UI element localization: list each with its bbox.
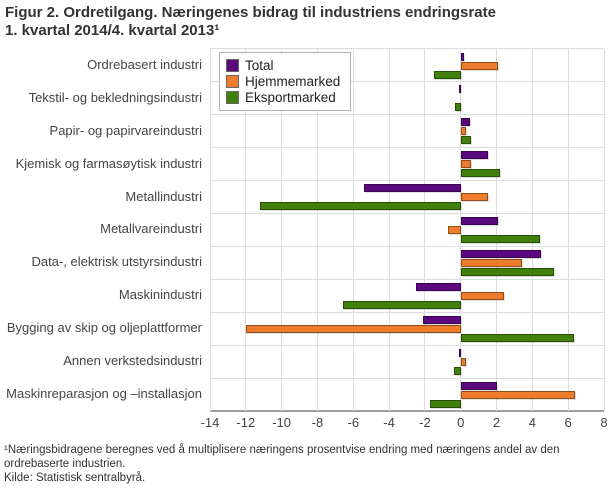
legend-label: Total (245, 57, 274, 73)
bar-eksportmarked (453, 366, 461, 375)
gridline (567, 49, 569, 411)
category-labels: Ordrebasert industri Tekstil- og bekledni… (0, 48, 202, 410)
bar-eksportmarked (433, 70, 461, 79)
gridline (424, 49, 426, 411)
tick-label: 8 (600, 415, 608, 430)
bar-total (460, 118, 470, 127)
legend: Total Hjemmemarked Eksportmarked (219, 52, 352, 111)
bar-eksportmarked (460, 333, 574, 342)
tick-label: -6 (347, 415, 360, 430)
legend-label: Eksportmarked (245, 89, 336, 105)
category-label: Kjemisk og farmasøytisk industri (15, 155, 202, 171)
bar-total (364, 184, 461, 193)
tick-label: 6 (564, 415, 572, 430)
row-separator (210, 114, 604, 116)
bar-total (458, 85, 461, 94)
row-separator (210, 377, 604, 379)
x-axis-ticks: -14 -12 -10 -8 -6 -4 -2 0 2 4 6 8 (201, 415, 608, 431)
tick-label: -8 (311, 415, 324, 430)
legend-swatch-hjemmemarked (226, 74, 239, 88)
gridline (352, 49, 354, 411)
category-label: Metallindustri (125, 188, 202, 204)
footnote: ¹Næringsbidragene beregnes ved å multipl… (4, 443, 604, 485)
tick-label: -12 (236, 415, 256, 430)
row-separator (210, 245, 604, 247)
bar-hjemmemarked (245, 324, 461, 333)
gridline (531, 49, 533, 411)
bar-total (460, 381, 497, 390)
row-separator (210, 147, 604, 149)
row-separator (210, 311, 604, 313)
bar-total (415, 282, 461, 291)
gridline (281, 49, 283, 411)
tick-label: -14 (200, 415, 220, 430)
bar-eksportmarked (455, 103, 461, 112)
legend-item: Total (226, 57, 340, 73)
bar-total (460, 249, 542, 258)
bar-hjemmemarked (460, 291, 504, 300)
bar-hjemmemarked (460, 258, 522, 267)
bar-eksportmarked (260, 202, 461, 211)
bar-total (423, 315, 461, 324)
bar-hjemmemarked (460, 357, 467, 366)
legend-label: Hjemmemarked (245, 73, 341, 89)
gridline (603, 49, 605, 411)
legend-item: Hjemmemarked (226, 73, 340, 89)
tick-label: 0 (457, 415, 465, 430)
figure-title-line1: Figur 2. Ordretilgang. Næringenes bidrag… (5, 4, 496, 21)
bar-total (460, 52, 465, 61)
legend-item: Eksportmarked (226, 89, 340, 105)
category-label: Maskinreparasjon og –installasjon (6, 386, 202, 402)
category-label: Maskinindustri (118, 287, 202, 303)
row-separator (210, 81, 604, 83)
figure-title-line2: 1. kvartal 2014/4. kvartal 2013¹ (5, 22, 220, 39)
bar-hjemmemarked (460, 127, 467, 136)
row-separator (210, 180, 604, 182)
bar-eksportmarked (460, 136, 472, 145)
footnote-line1: ¹Næringsbidragene beregnes ved å multipl… (4, 444, 560, 456)
figure-title: Figur 2. Ordretilgang. Næringenes bidrag… (5, 4, 496, 40)
bar-eksportmarked (460, 235, 540, 244)
row-separator (210, 344, 604, 346)
legend-swatch-eksportmarked (226, 90, 239, 104)
gridline (245, 49, 247, 411)
category-label: Annen verkstedsindustri (63, 353, 202, 369)
bar-total (458, 348, 461, 357)
bar-total (460, 217, 499, 226)
footnote-line2: ordrebaserte industrien. (4, 458, 126, 470)
source-note: Kilde: Statistisk sentralbyrå. (4, 472, 146, 484)
gridline (460, 49, 462, 411)
legend-swatch-total (226, 58, 239, 72)
tick-label: 2 (492, 415, 501, 430)
x-axis-line (210, 410, 604, 412)
row-separator (210, 278, 604, 280)
category-label: Ordrebasert industri (87, 56, 202, 72)
category-label: Bygging av skip og oljeplattformer (6, 320, 202, 336)
tick-label: -4 (383, 415, 395, 430)
tick-label: -2 (419, 415, 431, 430)
gridline (388, 49, 390, 411)
bar-hjemmemarked (460, 390, 576, 399)
row-separator (210, 213, 604, 215)
bar-total (460, 151, 488, 160)
bar-eksportmarked (342, 300, 461, 309)
bar-eksportmarked (460, 267, 554, 276)
tick-label: 4 (528, 415, 536, 430)
bar-eksportmarked (430, 399, 461, 408)
plot-area (209, 48, 605, 412)
gridline (316, 49, 318, 411)
bar-hjemmemarked (460, 160, 472, 169)
category-label: Metallvareindustri (100, 221, 202, 237)
bar-hjemmemarked (448, 226, 461, 235)
bar-hjemmemarked (460, 61, 499, 70)
gridline (496, 49, 498, 411)
tick-label: -10 (272, 415, 292, 430)
category-label: Papir- og papirvareindustri (49, 122, 202, 138)
bar-eksportmarked (460, 169, 501, 178)
gridline (209, 49, 211, 411)
bar-hjemmemarked (460, 193, 488, 202)
category-label: Tekstil- og bekledningsindustri (28, 89, 202, 105)
category-label: Data-, elektrisk utstyrsindustri (31, 254, 203, 270)
